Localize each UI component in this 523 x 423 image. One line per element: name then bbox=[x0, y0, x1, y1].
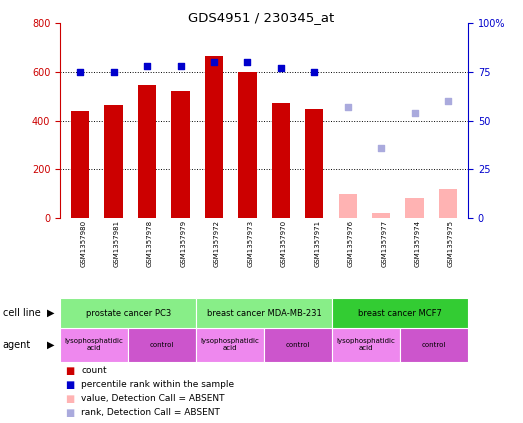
Bar bbox=[400, 328, 468, 362]
Text: GSM1357979: GSM1357979 bbox=[180, 220, 187, 267]
Point bbox=[76, 69, 84, 75]
Text: count: count bbox=[81, 366, 107, 375]
Bar bbox=[71, 111, 89, 218]
Text: GSM1357974: GSM1357974 bbox=[415, 220, 420, 267]
Text: GSM1357980: GSM1357980 bbox=[80, 220, 86, 267]
Point bbox=[310, 69, 319, 75]
Text: breast cancer MDA-MB-231: breast cancer MDA-MB-231 bbox=[207, 308, 322, 318]
Text: breast cancer MCF7: breast cancer MCF7 bbox=[358, 308, 442, 318]
Bar bbox=[238, 72, 257, 218]
Text: value, Detection Call = ABSENT: value, Detection Call = ABSENT bbox=[81, 394, 224, 403]
Bar bbox=[338, 194, 357, 218]
Bar bbox=[205, 55, 223, 218]
Text: agent: agent bbox=[3, 340, 31, 350]
Text: ■: ■ bbox=[65, 394, 75, 404]
Bar bbox=[138, 85, 156, 218]
Text: GSM1357973: GSM1357973 bbox=[247, 220, 254, 267]
Text: lysophosphatidic
acid: lysophosphatidic acid bbox=[337, 338, 395, 351]
Bar bbox=[196, 328, 264, 362]
Bar bbox=[60, 298, 196, 328]
Text: ■: ■ bbox=[65, 366, 75, 376]
Bar bbox=[271, 103, 290, 218]
Bar bbox=[439, 189, 457, 218]
Bar bbox=[305, 109, 323, 218]
Bar bbox=[332, 328, 400, 362]
Text: control: control bbox=[150, 342, 174, 348]
Text: lysophosphatidic
acid: lysophosphatidic acid bbox=[201, 338, 259, 351]
Text: GSM1357970: GSM1357970 bbox=[281, 220, 287, 267]
Point bbox=[176, 63, 185, 69]
Text: GSM1357975: GSM1357975 bbox=[448, 220, 454, 267]
Bar bbox=[128, 328, 196, 362]
Text: GSM1357981: GSM1357981 bbox=[113, 220, 120, 267]
Bar bbox=[264, 328, 332, 362]
Point bbox=[344, 104, 352, 110]
Bar bbox=[196, 298, 332, 328]
Text: control: control bbox=[422, 342, 446, 348]
Text: ■: ■ bbox=[65, 380, 75, 390]
Text: control: control bbox=[286, 342, 310, 348]
Point bbox=[243, 59, 252, 66]
Bar bbox=[372, 213, 390, 218]
Bar bbox=[332, 298, 468, 328]
Text: percentile rank within the sample: percentile rank within the sample bbox=[81, 380, 234, 389]
Bar bbox=[405, 198, 424, 218]
Point bbox=[277, 65, 285, 71]
Point bbox=[210, 59, 218, 66]
Text: ■: ■ bbox=[65, 408, 75, 418]
Point bbox=[411, 110, 419, 116]
Point bbox=[143, 63, 151, 69]
Text: ▶: ▶ bbox=[48, 308, 55, 318]
Text: lysophosphatidic
acid: lysophosphatidic acid bbox=[65, 338, 123, 351]
Text: prostate cancer PC3: prostate cancer PC3 bbox=[85, 308, 171, 318]
Text: GDS4951 / 230345_at: GDS4951 / 230345_at bbox=[188, 11, 335, 24]
Point bbox=[109, 69, 118, 75]
Text: ▶: ▶ bbox=[48, 340, 55, 350]
Bar bbox=[105, 105, 123, 218]
Point bbox=[444, 98, 452, 104]
Text: rank, Detection Call = ABSENT: rank, Detection Call = ABSENT bbox=[81, 408, 220, 417]
Text: GSM1357977: GSM1357977 bbox=[381, 220, 387, 267]
Text: GSM1357976: GSM1357976 bbox=[348, 220, 354, 267]
Text: cell line: cell line bbox=[3, 308, 40, 318]
Bar bbox=[60, 328, 128, 362]
Point bbox=[377, 144, 385, 151]
Text: GSM1357971: GSM1357971 bbox=[314, 220, 320, 267]
Text: GSM1357978: GSM1357978 bbox=[147, 220, 153, 267]
Bar bbox=[172, 91, 190, 218]
Text: GSM1357972: GSM1357972 bbox=[214, 220, 220, 267]
